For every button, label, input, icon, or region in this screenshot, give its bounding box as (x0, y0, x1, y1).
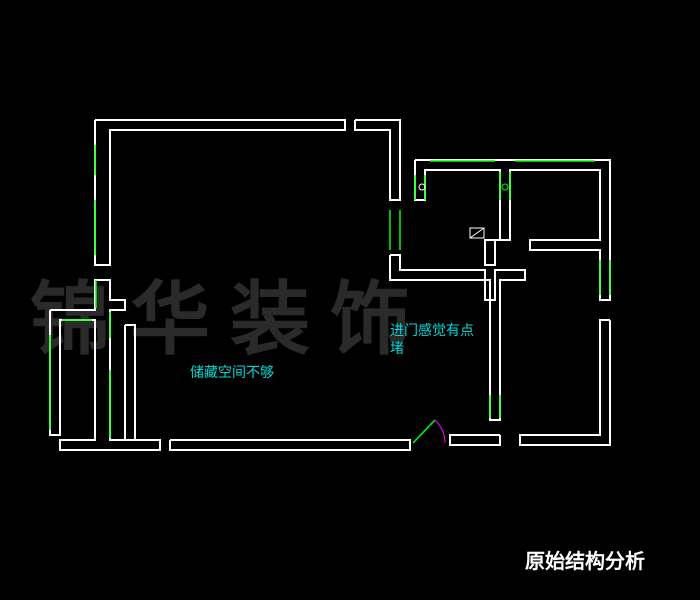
walls (50, 120, 610, 450)
drawing-title: 原始结构分析 (525, 545, 645, 574)
floorplan-canvas: 锦华装饰 储藏空间不够进门感觉有点堵 原始结构分析 (0, 0, 700, 600)
symbol-circle (502, 184, 508, 190)
door-arc (435, 420, 445, 443)
door-leaf (413, 420, 435, 443)
floorplan-svg (0, 0, 700, 600)
